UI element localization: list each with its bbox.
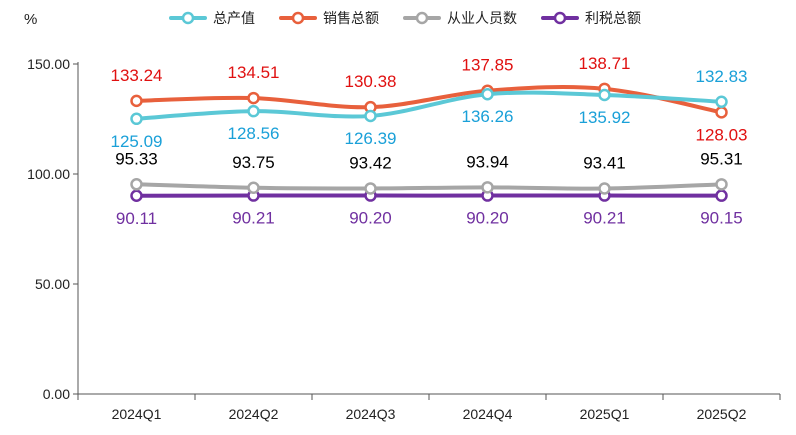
series-line xyxy=(134,85,724,115)
series-lines xyxy=(130,82,728,203)
x-tick-label: 2025Q1 xyxy=(580,406,630,422)
legend-point-marker xyxy=(553,11,567,25)
data-label: 90.20 xyxy=(466,209,509,228)
legend: 总产值 销售总额 从业人员数 利税总额 xyxy=(169,11,641,27)
data-label: 93.75 xyxy=(232,153,275,172)
data-point xyxy=(481,87,494,101)
data-point xyxy=(247,91,260,105)
data-point xyxy=(598,182,611,195)
x-tick-label: 2024Q3 xyxy=(346,406,396,422)
data-label: 93.41 xyxy=(583,153,626,172)
data-point xyxy=(715,95,728,109)
data-label: 95.31 xyxy=(700,149,743,168)
data-point xyxy=(715,106,728,119)
data-label: 126.39 xyxy=(345,129,397,148)
x-tick-label: 2024Q4 xyxy=(463,406,513,422)
tick-labels: 0.00 50.00 100.00 150.00 2024Q1 2024Q2 2024Q3 2… xyxy=(27,56,781,422)
data-label: 90.15 xyxy=(700,209,743,228)
data-point xyxy=(364,109,377,123)
data-point xyxy=(130,94,143,108)
data-point xyxy=(130,178,143,191)
data-point xyxy=(247,181,260,194)
data-label: 130.38 xyxy=(345,72,397,91)
data-label: 134.51 xyxy=(228,63,280,82)
x-tick-label: 2024Q2 xyxy=(229,406,279,422)
data-label: 90.21 xyxy=(583,209,626,228)
data-label: 133.24 xyxy=(111,66,163,85)
legend-point-marker xyxy=(181,11,195,25)
legend-item: 总产值 xyxy=(169,11,255,27)
data-labels: 125.09 128.56 126.39 136.26 135.92 132.83 133.… xyxy=(111,54,748,228)
data-point xyxy=(130,189,143,203)
x-tick-label: 2025Q2 xyxy=(697,406,747,422)
data-point xyxy=(715,189,728,202)
series-line xyxy=(134,182,724,191)
data-label: 93.94 xyxy=(466,152,509,171)
legend-label: 总产值 xyxy=(213,11,255,27)
data-label: 90.21 xyxy=(232,209,275,228)
data-label: 136.26 xyxy=(462,107,514,126)
y-tick-label: 150.00 xyxy=(27,56,70,72)
data-point xyxy=(247,104,260,118)
data-label: 132.83 xyxy=(696,67,748,86)
legend-label: 从业人员数 xyxy=(447,11,517,27)
legend-label: 利税总额 xyxy=(585,11,641,27)
data-label: 125.09 xyxy=(111,132,163,151)
data-label: 95.33 xyxy=(115,149,158,168)
series-line xyxy=(134,90,724,121)
legend-item: 利税总额 xyxy=(541,11,641,27)
x-tick-label: 2024Q1 xyxy=(112,406,162,422)
data-label: 90.20 xyxy=(349,209,392,228)
data-label: 128.03 xyxy=(696,125,748,144)
legend-point-marker xyxy=(415,11,429,25)
data-point xyxy=(715,178,728,191)
data-point xyxy=(481,181,494,194)
y-tick-label: 50.00 xyxy=(35,276,70,292)
legend-point-marker xyxy=(291,11,305,25)
y-tick-label: 0.00 xyxy=(43,386,70,402)
data-label: 93.42 xyxy=(349,153,392,172)
data-point xyxy=(364,182,377,195)
data-label: 90.11 xyxy=(116,209,157,228)
data-label: 137.85 xyxy=(462,56,514,75)
data-label: 135.92 xyxy=(579,108,631,127)
y-tick-label: 100.00 xyxy=(27,166,70,182)
legend-label: 销售总额 xyxy=(323,11,379,27)
legend-item: 从业人员数 xyxy=(403,11,517,27)
legend-item: 销售总额 xyxy=(279,11,379,27)
data-label: 128.56 xyxy=(228,124,280,143)
data-label: 138.71 xyxy=(579,54,631,73)
y-axis-unit-label: % xyxy=(24,11,37,28)
data-point xyxy=(598,88,611,102)
data-point xyxy=(130,112,143,126)
